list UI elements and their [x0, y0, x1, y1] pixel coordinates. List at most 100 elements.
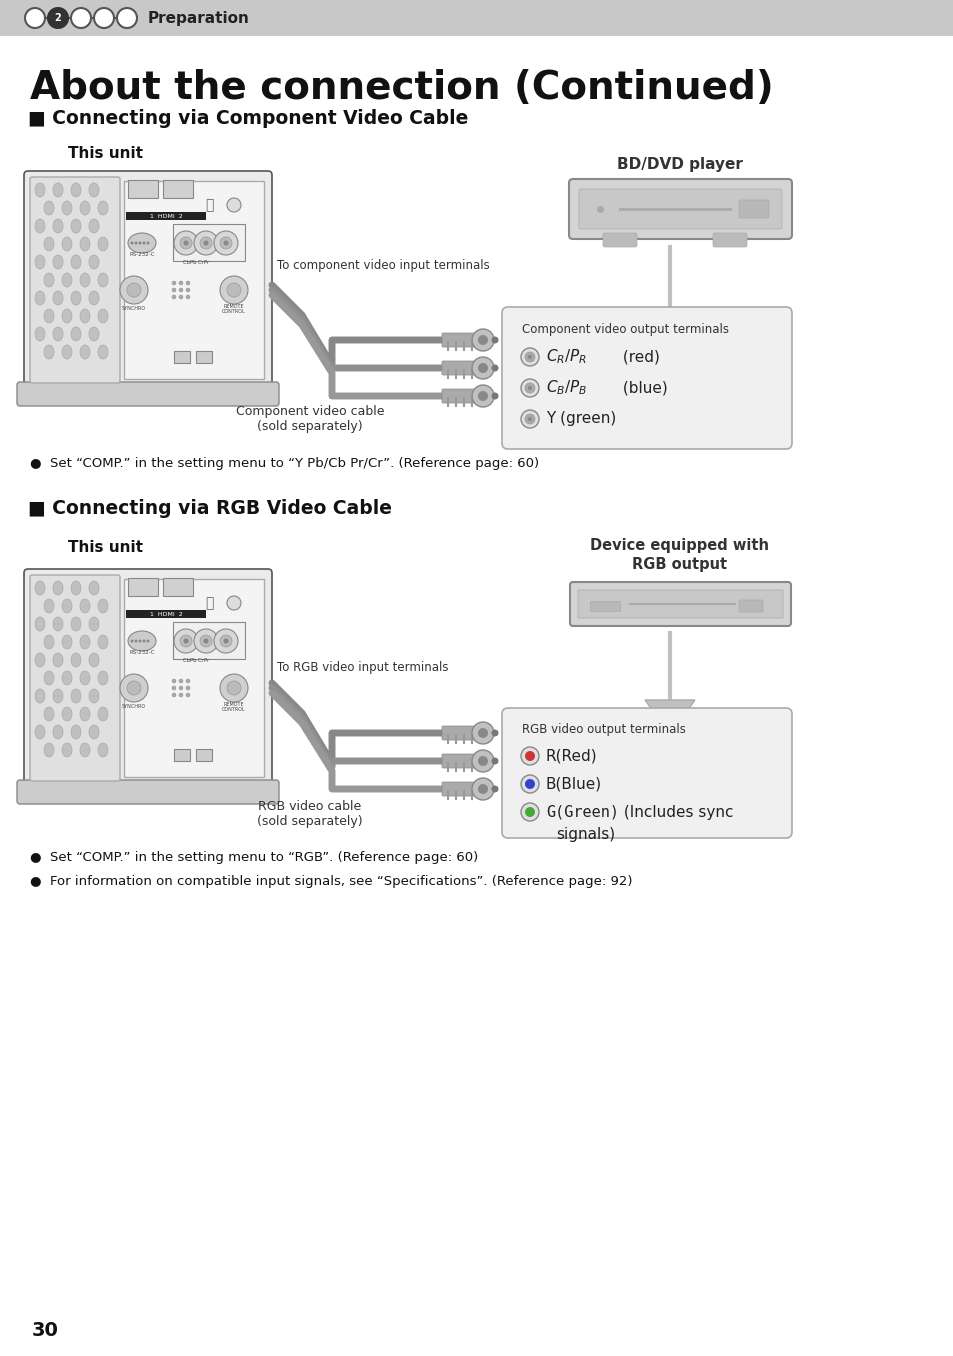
Circle shape	[227, 283, 241, 297]
FancyBboxPatch shape	[173, 749, 190, 761]
Circle shape	[520, 410, 538, 428]
Text: REMOTE
CONTROL: REMOTE CONTROL	[222, 701, 246, 712]
FancyBboxPatch shape	[578, 188, 781, 229]
Circle shape	[220, 674, 248, 702]
Text: ■ Connecting via Component Video Cable: ■ Connecting via Component Video Cable	[28, 108, 468, 127]
Ellipse shape	[71, 220, 81, 233]
Circle shape	[179, 686, 183, 690]
FancyBboxPatch shape	[124, 579, 264, 777]
Ellipse shape	[89, 255, 99, 268]
Circle shape	[524, 778, 535, 789]
Circle shape	[179, 287, 183, 292]
Circle shape	[524, 414, 535, 424]
Circle shape	[213, 231, 237, 255]
Text: SYNCHRO: SYNCHRO	[122, 306, 146, 312]
Ellipse shape	[62, 635, 71, 650]
Ellipse shape	[71, 327, 81, 340]
Text: Y (green): Y (green)	[545, 411, 616, 427]
FancyBboxPatch shape	[569, 582, 790, 626]
Ellipse shape	[80, 273, 90, 287]
Ellipse shape	[62, 273, 71, 287]
FancyBboxPatch shape	[195, 351, 212, 363]
Ellipse shape	[62, 743, 71, 757]
Circle shape	[142, 640, 146, 643]
Ellipse shape	[80, 309, 90, 323]
Text: RS-232-C: RS-232-C	[129, 651, 154, 655]
Ellipse shape	[71, 689, 81, 702]
Bar	[126, 610, 206, 618]
Ellipse shape	[89, 689, 99, 702]
Ellipse shape	[44, 599, 54, 613]
Circle shape	[172, 287, 175, 292]
Circle shape	[186, 281, 190, 285]
Text: (red): (red)	[618, 350, 659, 365]
Circle shape	[186, 679, 190, 683]
Text: BD/DVD player: BD/DVD player	[617, 157, 742, 172]
FancyBboxPatch shape	[441, 334, 481, 347]
Ellipse shape	[53, 292, 63, 305]
Ellipse shape	[80, 743, 90, 757]
FancyBboxPatch shape	[124, 180, 264, 378]
Ellipse shape	[128, 631, 156, 651]
Ellipse shape	[62, 671, 71, 685]
FancyBboxPatch shape	[589, 601, 619, 612]
Circle shape	[524, 353, 535, 362]
Circle shape	[227, 681, 241, 696]
Text: $C_R/P_R$: $C_R/P_R$	[545, 347, 587, 366]
Circle shape	[186, 296, 190, 300]
Circle shape	[520, 747, 538, 765]
Circle shape	[520, 378, 538, 397]
Ellipse shape	[44, 273, 54, 287]
Circle shape	[477, 335, 488, 344]
Text: CbPb CrPr: CbPb CrPr	[183, 259, 209, 264]
Text: 1  HDMI  2: 1 HDMI 2	[150, 612, 182, 617]
Polygon shape	[644, 311, 695, 344]
Circle shape	[172, 281, 175, 285]
Ellipse shape	[71, 617, 81, 631]
Ellipse shape	[98, 309, 108, 323]
Circle shape	[138, 241, 141, 244]
Text: ●  For information on compatible input signals, see “Specifications”. (Reference: ● For information on compatible input si…	[30, 876, 632, 888]
Text: (blue): (blue)	[618, 381, 667, 396]
Ellipse shape	[53, 617, 63, 631]
Text: 30: 30	[32, 1321, 59, 1340]
Circle shape	[472, 750, 494, 772]
Text: R(Red): R(Red)	[545, 749, 597, 763]
Circle shape	[520, 348, 538, 366]
Ellipse shape	[80, 635, 90, 650]
Circle shape	[186, 287, 190, 292]
Circle shape	[227, 198, 241, 212]
Text: RGB video cable
(sold separately): RGB video cable (sold separately)	[257, 800, 362, 829]
Circle shape	[117, 8, 137, 28]
Circle shape	[200, 237, 212, 250]
Circle shape	[220, 237, 232, 250]
Text: Preparation: Preparation	[148, 11, 250, 26]
Ellipse shape	[44, 344, 54, 359]
FancyBboxPatch shape	[172, 224, 245, 260]
Ellipse shape	[62, 706, 71, 721]
Text: G(Green): G(Green)	[545, 804, 618, 819]
Ellipse shape	[89, 292, 99, 305]
Circle shape	[223, 639, 229, 644]
Circle shape	[179, 693, 183, 697]
Ellipse shape	[35, 725, 45, 739]
FancyBboxPatch shape	[128, 578, 158, 597]
Ellipse shape	[89, 725, 99, 739]
Text: B(Blue): B(Blue)	[545, 777, 601, 792]
Ellipse shape	[89, 327, 99, 340]
Circle shape	[127, 681, 141, 696]
FancyBboxPatch shape	[578, 590, 782, 618]
Circle shape	[147, 241, 150, 244]
Circle shape	[472, 357, 494, 378]
FancyBboxPatch shape	[501, 708, 791, 838]
Ellipse shape	[44, 237, 54, 251]
Circle shape	[131, 241, 133, 244]
Text: ⌖: ⌖	[205, 597, 213, 610]
FancyBboxPatch shape	[441, 782, 481, 796]
Ellipse shape	[98, 201, 108, 216]
FancyBboxPatch shape	[441, 361, 481, 376]
FancyBboxPatch shape	[30, 575, 120, 781]
Circle shape	[179, 296, 183, 300]
FancyBboxPatch shape	[173, 351, 190, 363]
FancyBboxPatch shape	[30, 178, 120, 382]
